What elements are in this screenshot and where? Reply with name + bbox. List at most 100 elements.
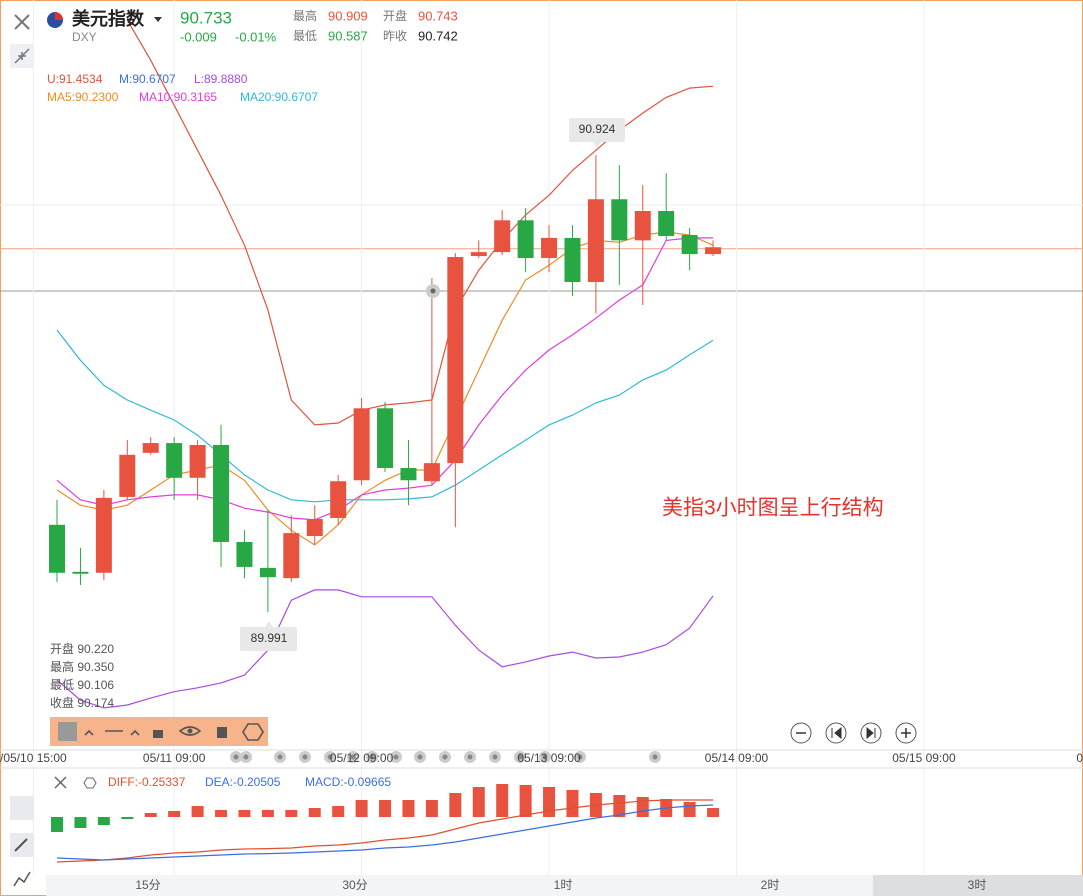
callout-bg [240,627,297,651]
macd-bar [425,800,438,817]
candle-body [353,408,370,481]
event-dot [393,754,399,760]
candle-body [213,445,230,542]
eye-icon[interactable] [178,726,202,736]
dropdown-arrow[interactable] [154,17,162,22]
macd-legend: DEA:-0.20505 [205,775,281,789]
indicator-line [56,329,714,503]
macd-bar [636,797,649,817]
stat-value: 90.743 [418,8,458,23]
icon [831,726,842,740]
x-tick-label: 05/12 09:00 [330,751,394,765]
legend-entry: MA5:90.2300 [47,90,119,104]
candle-body [259,567,276,578]
macd-bar [191,806,204,817]
ohlc-info: 最高 90.350 [50,659,114,674]
macd-bar [519,785,532,817]
plot [49,19,722,863]
event-dot [442,754,448,760]
candle-body [166,443,183,478]
indicator-icon[interactable] [13,871,31,887]
candle-body [400,468,417,481]
timeline-label: 2时 [761,878,780,892]
timeline-label: 3时 [968,878,987,892]
stat-value: 90.909 [328,8,368,23]
close-button[interactable] [14,14,30,30]
line-tools[interactable] [84,729,140,736]
annotation: 美指3小时图呈上行结构 [662,497,884,520]
ohlc-info: 最低 90.106 [50,678,114,692]
color-button[interactable] [58,722,77,741]
stat-label: 昨收 [383,29,407,43]
macd-close[interactable] [54,776,67,789]
overlay: /05/10 15:00 05/11 09:00 05/12 09:00 05/13 … [0,72,1083,789]
candle-body [95,497,112,573]
stat-label: 最低 [293,29,317,43]
legend-entry: U:91.4534 [47,72,103,86]
indicator-line [56,237,714,521]
collapse-icon [14,48,30,64]
eye-pupil [187,728,193,734]
settings-icon[interactable] [242,723,264,741]
timeline-window[interactable] [873,875,1083,896]
trash-icon[interactable] [217,727,227,738]
callout-pointer [593,142,601,148]
callout-bg [569,118,625,142]
macd-bar [97,817,110,825]
ohlc-info: 开盘 90.220 [50,641,114,656]
macd-bar [168,811,181,817]
candle-body [306,518,323,537]
pencil-icon [14,838,28,852]
macd-bar [285,810,298,817]
macd-bar [51,817,64,832]
stat-value: 90.742 [418,28,458,43]
candle-body [634,210,651,241]
event-dot [492,754,498,760]
x-tick-label: 05/14 09:00 [705,751,769,765]
event-dot [369,754,375,760]
candle-body [49,524,66,573]
zoom-controls [790,722,917,744]
candle-body [564,237,581,282]
symbol-code: DXY [72,30,97,44]
x-tick-label: /05/10 15:00 [0,751,67,765]
candle-body [423,463,440,482]
price: 90.733 [180,8,232,27]
macd-bar [379,800,392,817]
candle-body [470,252,487,257]
change-pct: -0.01% [235,29,277,44]
candle-body [283,533,300,579]
stat-label: 最高 [293,8,317,23]
macd-bar [355,800,368,817]
candle-body [377,408,394,469]
macd-bar [261,810,274,817]
macd-bar [496,784,509,817]
candle-body [658,210,675,236]
macd-bar [402,800,415,817]
timeline-label: 15分 [135,878,160,892]
legend-entry: MA20:90.6707 [240,90,318,104]
collapse-button[interactable] [10,44,34,68]
side-tools [10,796,34,887]
macd-settings[interactable] [83,777,97,789]
icon [901,728,911,738]
change: -0.009 [180,29,217,44]
x-tick-label: 05/15 09:00 [892,751,956,765]
lock-icon[interactable] [153,730,163,738]
header: 美元指数 DXY 90.733 -0.009 -0.01% 最高 90.909 … [10,8,458,68]
candle-body [330,481,347,518]
candle-body [119,454,136,497]
stat-label: 开盘 [383,8,407,23]
event-dot [652,754,658,760]
candle-body [236,541,253,567]
macd-line [56,799,714,863]
candle-body [517,220,534,258]
event-dot [417,754,423,760]
event-markers [230,751,661,763]
macd-bar [472,787,485,817]
macd-line [56,804,714,861]
candle-body [705,247,722,255]
tool-button[interactable] [10,796,34,820]
crosshair-center [430,288,436,294]
candle-body [611,199,628,241]
